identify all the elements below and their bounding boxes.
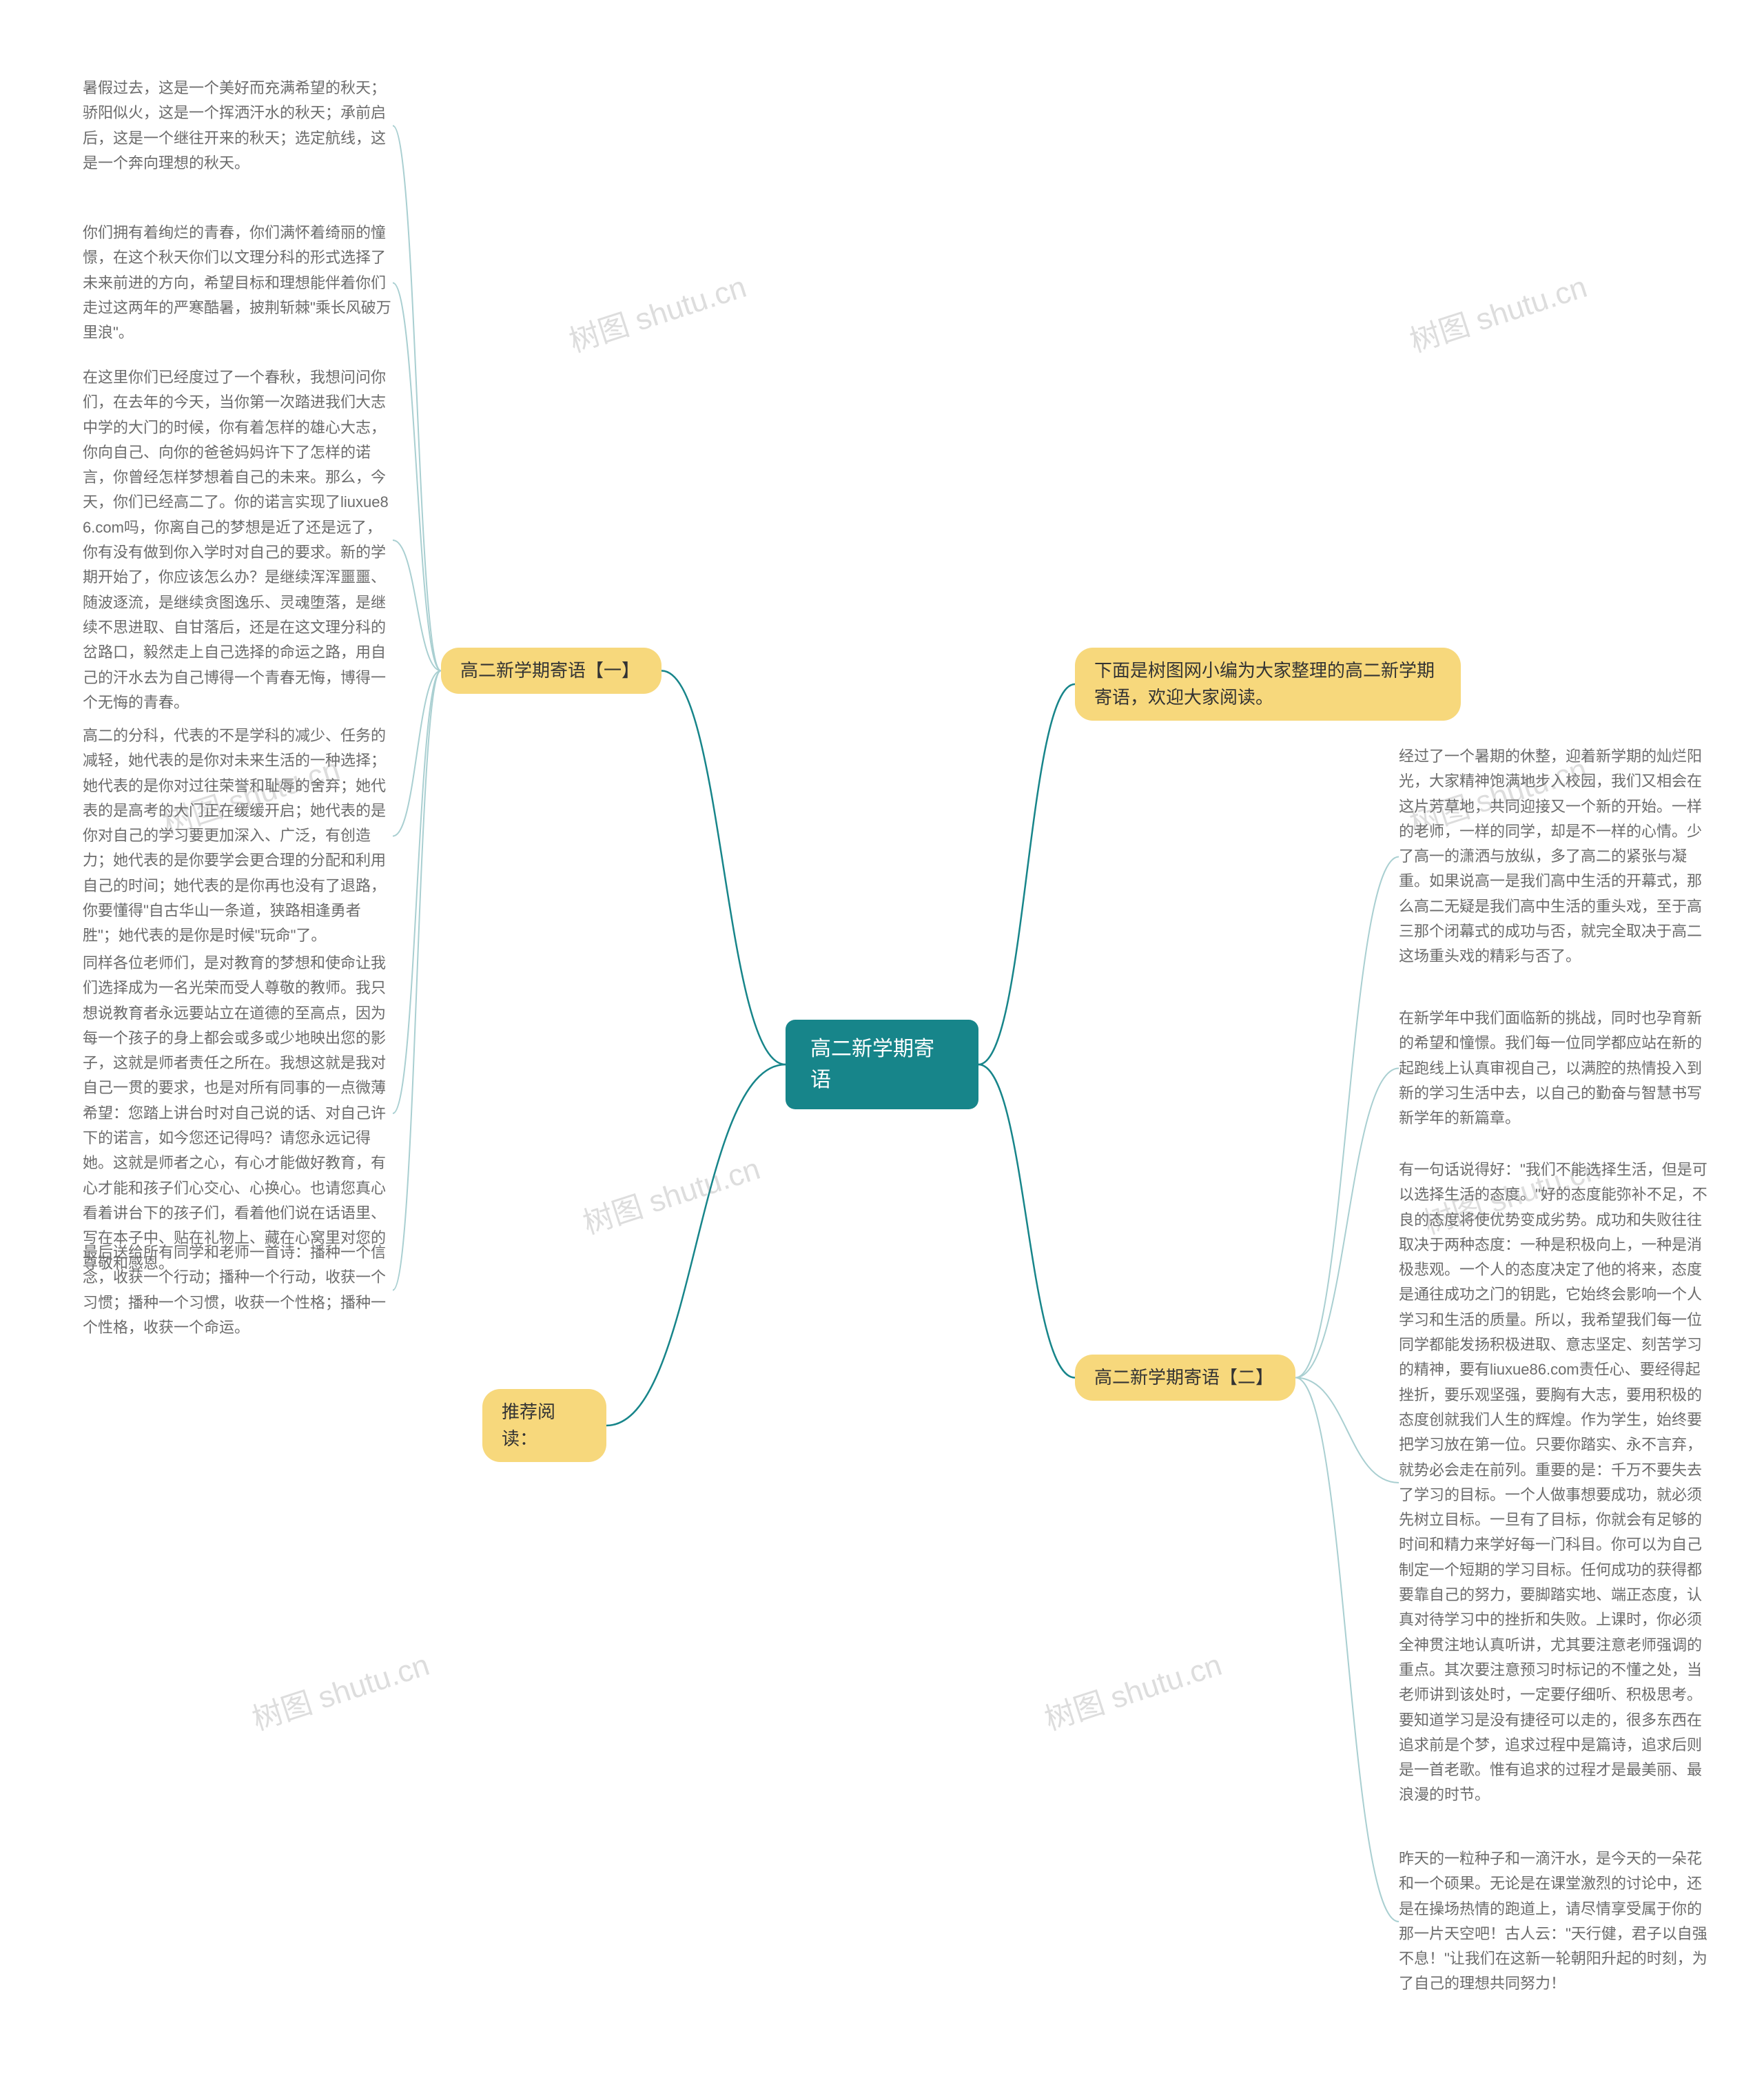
- watermark: 树图 shutu.cn: [246, 1640, 434, 1738]
- leaf-left-1: 你们拥有着绚烂的青春，你们满怀着绮丽的憧憬，在这个秋天你们以文理分科的形式选择了…: [83, 220, 393, 345]
- branch-right-intro: 下面是树图网小编为大家整理的高二新学期寄语，欢迎大家阅读。: [1075, 648, 1461, 721]
- leaf-right-1: 在新学年中我们面临新的挑战，同时也孕育新的希望和憧憬。我们每一位同学都应站在新的…: [1399, 1006, 1709, 1131]
- watermark: 树图 shutu.cn: [1404, 262, 1592, 360]
- watermark: 树图 shutu.cn: [563, 262, 751, 360]
- watermark: 树图 shutu.cn: [1038, 1640, 1227, 1738]
- leaf-right-0: 经过了一个暑期的休整，迎着新学期的灿烂阳光，大家精神饱满地步入校园，我们又相会在…: [1399, 744, 1709, 969]
- branch-left-section-1: 高二新学期寄语【一】: [441, 648, 662, 694]
- leaf-left-2: 在这里你们已经度过了一个春秋，我想问问你们，在去年的今天，当你第一次踏进我们大志…: [83, 365, 393, 715]
- leaf-right-3: 昨天的一粒种子和一滴汗水，是今天的一朵花和一个硕果。无论是在课堂激烈的讨论中，还…: [1399, 1846, 1709, 1997]
- branch-right-section-2: 高二新学期寄语【二】: [1075, 1355, 1295, 1401]
- center-node: 高二新学期寄语: [786, 1020, 978, 1109]
- leaf-left-5: 最后送给所有同学和老师一首诗：播种一个信念，收获一个行动；播种一个行动，收获一个…: [83, 1240, 393, 1340]
- mindmap-canvas: 高二新学期寄语 下面是树图网小编为大家整理的高二新学期寄语，欢迎大家阅读。 高二…: [0, 0, 1764, 2078]
- leaf-left-3: 高二的分科，代表的不是学科的减少、任务的减轻，她代表的是你对未来生活的一种选择；…: [83, 723, 393, 949]
- leaf-right-2: 有一句话说得好："我们不能选择生活，但是可以选择生活的态度。"好的态度能弥补不足…: [1399, 1158, 1709, 1808]
- watermark: 树图 shutu.cn: [577, 1144, 765, 1242]
- leaf-left-0: 暑假过去，这是一个美好而充满希望的秋天；骄阳似火，这是一个挥洒汗水的秋天；承前启…: [83, 76, 393, 176]
- leaf-left-4: 同样各位老师们，是对教育的梦想和使命让我们选择成为一名光荣而受人尊敬的教师。我只…: [83, 951, 393, 1276]
- branch-left-recommended: 推荐阅读：: [482, 1389, 606, 1462]
